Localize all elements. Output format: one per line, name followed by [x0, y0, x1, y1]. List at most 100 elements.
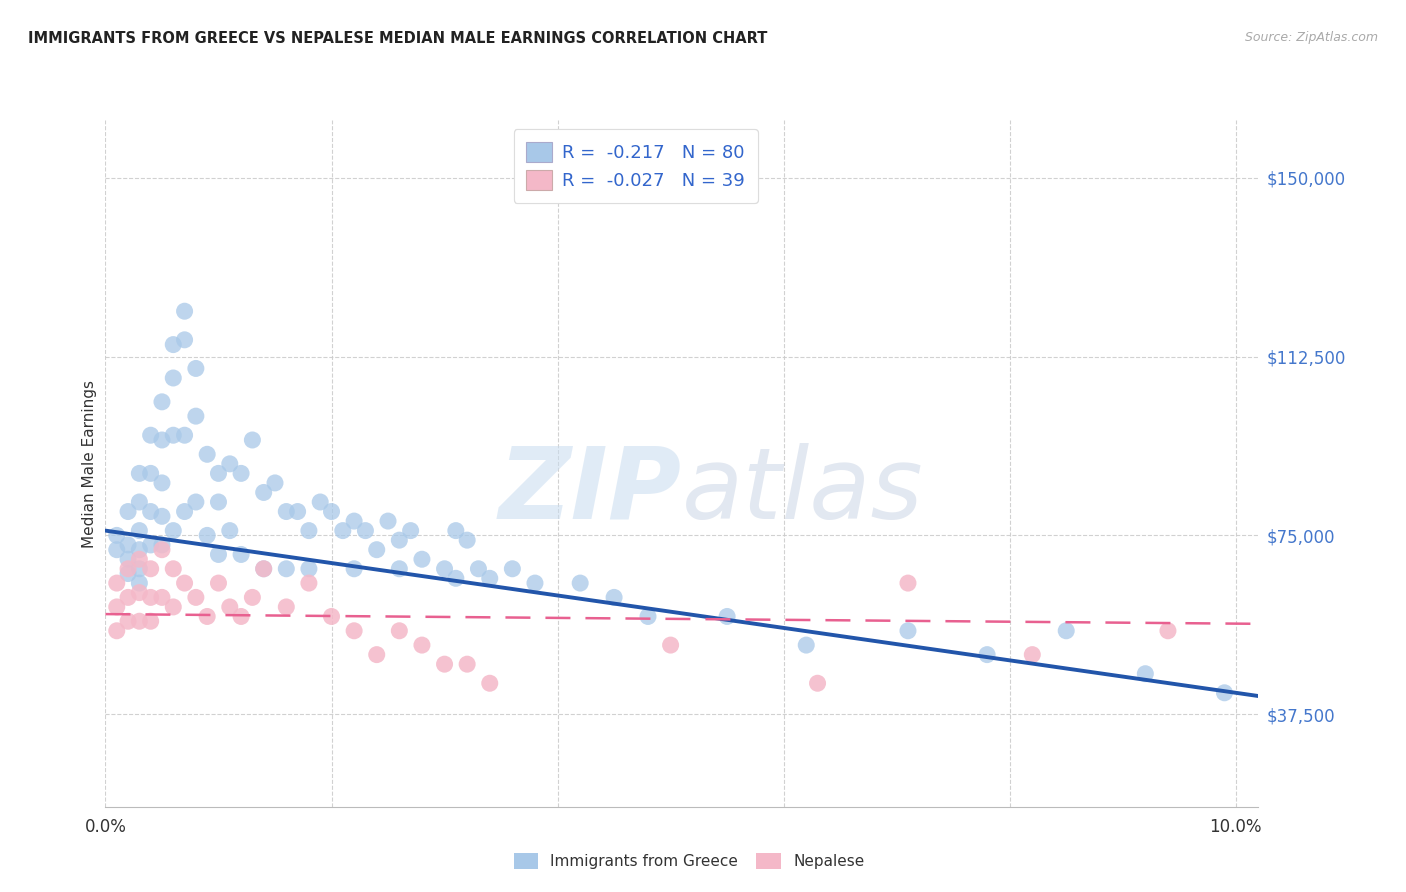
- Point: [569, 576, 592, 591]
- Point: [444, 524, 467, 538]
- Point: [806, 676, 828, 690]
- Point: [207, 495, 229, 509]
- Point: [117, 562, 139, 576]
- Point: [411, 638, 433, 652]
- Point: [139, 562, 162, 576]
- Point: [218, 524, 240, 538]
- Point: [309, 495, 332, 509]
- Text: Source: ZipAtlas.com: Source: ZipAtlas.com: [1244, 31, 1378, 45]
- Point: [139, 538, 162, 552]
- Point: [794, 638, 817, 652]
- Point: [218, 457, 240, 471]
- Point: [456, 533, 478, 548]
- Point: [150, 509, 173, 524]
- Point: [1135, 666, 1157, 681]
- Point: [207, 576, 229, 591]
- Point: [150, 394, 173, 409]
- Point: [173, 576, 195, 591]
- Point: [128, 614, 150, 628]
- Point: [173, 304, 195, 318]
- Point: [501, 562, 523, 576]
- Point: [184, 361, 207, 376]
- Point: [253, 485, 276, 500]
- Point: [128, 542, 150, 557]
- Point: [287, 504, 309, 518]
- Point: [139, 591, 162, 605]
- Point: [523, 576, 546, 591]
- Point: [162, 428, 184, 442]
- Point: [139, 467, 162, 481]
- Point: [467, 562, 489, 576]
- Point: [173, 333, 195, 347]
- Point: [128, 576, 150, 591]
- Point: [478, 676, 501, 690]
- Point: [343, 562, 366, 576]
- Point: [105, 576, 128, 591]
- Point: [139, 614, 162, 628]
- Point: [162, 371, 184, 385]
- Point: [456, 657, 478, 672]
- Legend: R =  -0.217   N = 80, R =  -0.027   N = 39: R = -0.217 N = 80, R = -0.027 N = 39: [513, 129, 758, 202]
- Point: [207, 548, 229, 562]
- Point: [1213, 686, 1236, 700]
- Point: [264, 475, 287, 490]
- Point: [173, 428, 195, 442]
- Point: [332, 524, 354, 538]
- Y-axis label: Median Male Earnings: Median Male Earnings: [82, 380, 97, 548]
- Point: [184, 495, 207, 509]
- Point: [229, 467, 252, 481]
- Point: [242, 433, 264, 447]
- Point: [105, 624, 128, 638]
- Text: IMMIGRANTS FROM GREECE VS NEPALESE MEDIAN MALE EARNINGS CORRELATION CHART: IMMIGRANTS FROM GREECE VS NEPALESE MEDIA…: [28, 31, 768, 46]
- Point: [128, 562, 150, 576]
- Point: [298, 524, 321, 538]
- Point: [478, 571, 501, 585]
- Point: [388, 624, 411, 638]
- Point: [354, 524, 377, 538]
- Legend: Immigrants from Greece, Nepalese: Immigrants from Greece, Nepalese: [508, 847, 870, 875]
- Point: [637, 609, 659, 624]
- Point: [195, 609, 218, 624]
- Text: atlas: atlas: [682, 442, 924, 540]
- Point: [195, 528, 218, 542]
- Point: [117, 552, 139, 566]
- Point: [184, 409, 207, 424]
- Point: [298, 576, 321, 591]
- Point: [716, 609, 738, 624]
- Point: [1157, 624, 1180, 638]
- Point: [1021, 648, 1043, 662]
- Point: [150, 433, 173, 447]
- Point: [117, 566, 139, 581]
- Point: [897, 624, 920, 638]
- Point: [343, 514, 366, 528]
- Point: [150, 542, 173, 557]
- Point: [105, 599, 128, 614]
- Point: [207, 467, 229, 481]
- Point: [229, 548, 252, 562]
- Point: [433, 657, 456, 672]
- Point: [139, 504, 162, 518]
- Point: [117, 504, 139, 518]
- Point: [195, 447, 218, 461]
- Point: [128, 467, 150, 481]
- Point: [184, 591, 207, 605]
- Point: [399, 524, 422, 538]
- Point: [603, 591, 626, 605]
- Point: [298, 562, 321, 576]
- Point: [897, 576, 920, 591]
- Point: [276, 562, 298, 576]
- Point: [139, 428, 162, 442]
- Point: [976, 648, 998, 662]
- Point: [366, 648, 388, 662]
- Point: [117, 614, 139, 628]
- Point: [128, 495, 150, 509]
- Point: [162, 337, 184, 351]
- Point: [321, 504, 343, 518]
- Point: [411, 552, 433, 566]
- Point: [377, 514, 399, 528]
- Point: [659, 638, 682, 652]
- Point: [105, 528, 128, 542]
- Point: [444, 571, 467, 585]
- Point: [218, 599, 240, 614]
- Point: [150, 475, 173, 490]
